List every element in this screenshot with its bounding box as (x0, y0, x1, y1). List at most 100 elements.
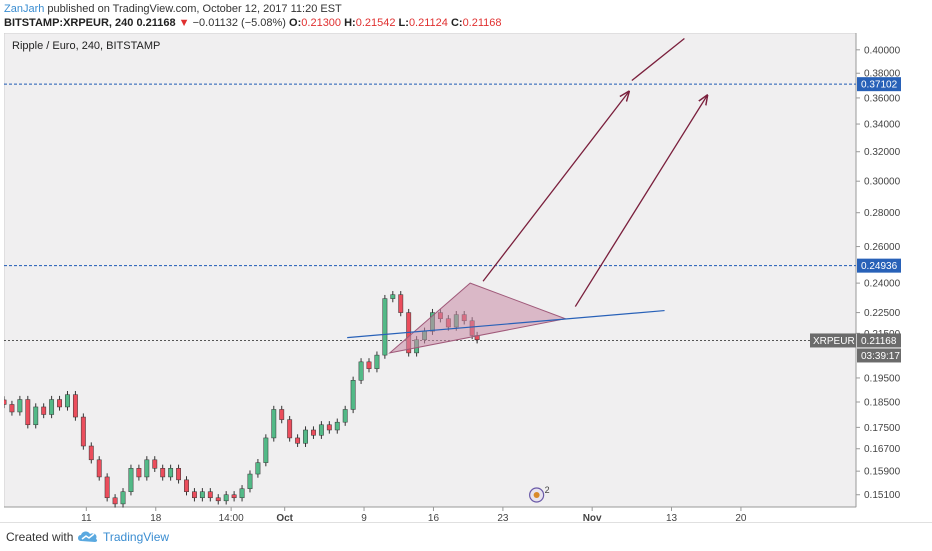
y-tick-label: 0.36000 (864, 93, 901, 104)
symbol-label: BITSTAMP:XRPEUR, 240 (4, 17, 134, 29)
projection-arrow (631, 38, 685, 82)
candle-body (25, 399, 31, 426)
x-tick-label: 13 (666, 513, 678, 523)
symbol-tag-label: XRPEUR (813, 336, 855, 347)
candle-body (398, 294, 404, 313)
candle-body (104, 476, 110, 499)
price-level-tag (857, 258, 901, 273)
trendline (347, 309, 665, 339)
candle-body (247, 473, 253, 489)
y-tick-label: 0.28000 (864, 208, 901, 219)
candle-body (168, 468, 174, 478)
candle-body (342, 409, 348, 423)
candle-body (80, 416, 86, 447)
low-value: 0.21124 (408, 17, 448, 29)
candle-body (295, 437, 301, 444)
candle-body (358, 361, 364, 381)
candle-body (49, 399, 55, 415)
candle-body (144, 459, 150, 478)
y-tick-label: 0.22500 (864, 308, 901, 319)
candle-body (120, 491, 126, 505)
candle-body (33, 406, 39, 426)
ohlc-line: BITSTAMP:XRPEUR, 240 0.21168 ▼ −0.01132 … (4, 16, 502, 30)
tradingview-cloud-icon[interactable] (76, 527, 100, 550)
high-label: H: (344, 17, 356, 29)
publish-info: published on TradingView.com, October 12… (47, 3, 342, 15)
candle-body (192, 491, 197, 499)
current-price-label: 0.21168 (861, 336, 897, 347)
y-tick-label: 0.24000 (864, 279, 901, 290)
author-link[interactable]: ZanJarh (4, 3, 45, 15)
high-value: 0.21542 (355, 17, 396, 29)
candle-body (311, 429, 316, 436)
current-price-tag (857, 333, 901, 348)
last-price: 0.21168 (136, 17, 176, 29)
y-tick-label: 0.40000 (864, 45, 901, 56)
open-label: O: (289, 17, 302, 29)
x-tick-label: 16 (428, 513, 440, 523)
candle-body (17, 399, 23, 413)
candle-body (128, 468, 134, 492)
candle-body (184, 479, 189, 492)
low-label: L: (398, 17, 409, 29)
candle-body (4, 399, 7, 405)
publish-line: ZanJarh published on TradingView.com, Oc… (4, 2, 342, 16)
x-tick-label: 14:00 (219, 513, 244, 523)
price-level-label: 0.24936 (861, 261, 898, 272)
y-tick-label: 0.18500 (864, 397, 901, 408)
y-tick-label: 0.34000 (864, 120, 901, 131)
candle-body (239, 488, 245, 499)
candle-body (255, 462, 261, 475)
candle-body (65, 394, 70, 408)
close-label: C: (450, 17, 463, 29)
candle-body (318, 424, 324, 436)
candle-body (350, 380, 356, 410)
created-with-text: Created with (6, 530, 74, 544)
triangle-down-icon: ▼ (178, 17, 190, 29)
candle-body (366, 361, 372, 369)
candle-body (231, 494, 237, 499)
x-tick-label: 11 (81, 513, 92, 523)
candle-body (271, 409, 277, 439)
candle-body (112, 497, 118, 505)
candle-body (199, 491, 205, 499)
candle-body (215, 497, 221, 502)
y-tick-label: 0.32000 (864, 147, 901, 158)
x-tick-label: 9 (361, 513, 367, 523)
tradingview-brand[interactable]: TradingView (103, 530, 170, 544)
price-chart[interactable]: Ripple / Euro, 240, BITSTAMP 0.40000 0.380… (4, 33, 930, 523)
x-tick-label: Nov (583, 513, 602, 523)
projection-arrow (482, 92, 629, 282)
price-level-tag (857, 77, 901, 92)
candle-body (176, 468, 181, 481)
price-change: −0.01132 (−5.08%) (192, 17, 286, 29)
open-value: 0.21300 (301, 17, 342, 29)
y-tick-label: 0.26000 (864, 242, 901, 253)
candle-body (303, 429, 308, 444)
candle-body (334, 421, 340, 431)
candle-body (41, 406, 47, 415)
candle-body (374, 354, 380, 369)
event-badge-dot (533, 492, 540, 498)
candle-body (382, 298, 388, 356)
y-tick-label: 0.30000 (864, 177, 901, 188)
y-tick-label: 0.16700 (864, 444, 901, 455)
candle-body (57, 399, 62, 408)
y-tick-label: 0.19500 (864, 373, 901, 384)
candle-body (287, 419, 293, 439)
y-tick-label: 0.15900 (864, 467, 901, 478)
candle-body (207, 491, 213, 499)
x-tick-label: 20 (735, 513, 747, 523)
x-tick-label: 23 (497, 513, 509, 523)
projection-arrow (574, 95, 707, 307)
y-tick-label: 0.38000 (864, 69, 901, 80)
x-tick-label: Oct (276, 513, 293, 523)
candle-body (136, 468, 142, 478)
chart-title: Ripple / Euro, 240, BITSTAMP (12, 40, 160, 52)
candle-body (88, 445, 94, 461)
y-tick-label: 0.15100 (864, 490, 901, 501)
event-badge-count: 2 (545, 485, 550, 495)
y-tick-label: 0.17500 (864, 423, 901, 434)
candle-body (160, 468, 166, 478)
candle-body (9, 404, 15, 413)
